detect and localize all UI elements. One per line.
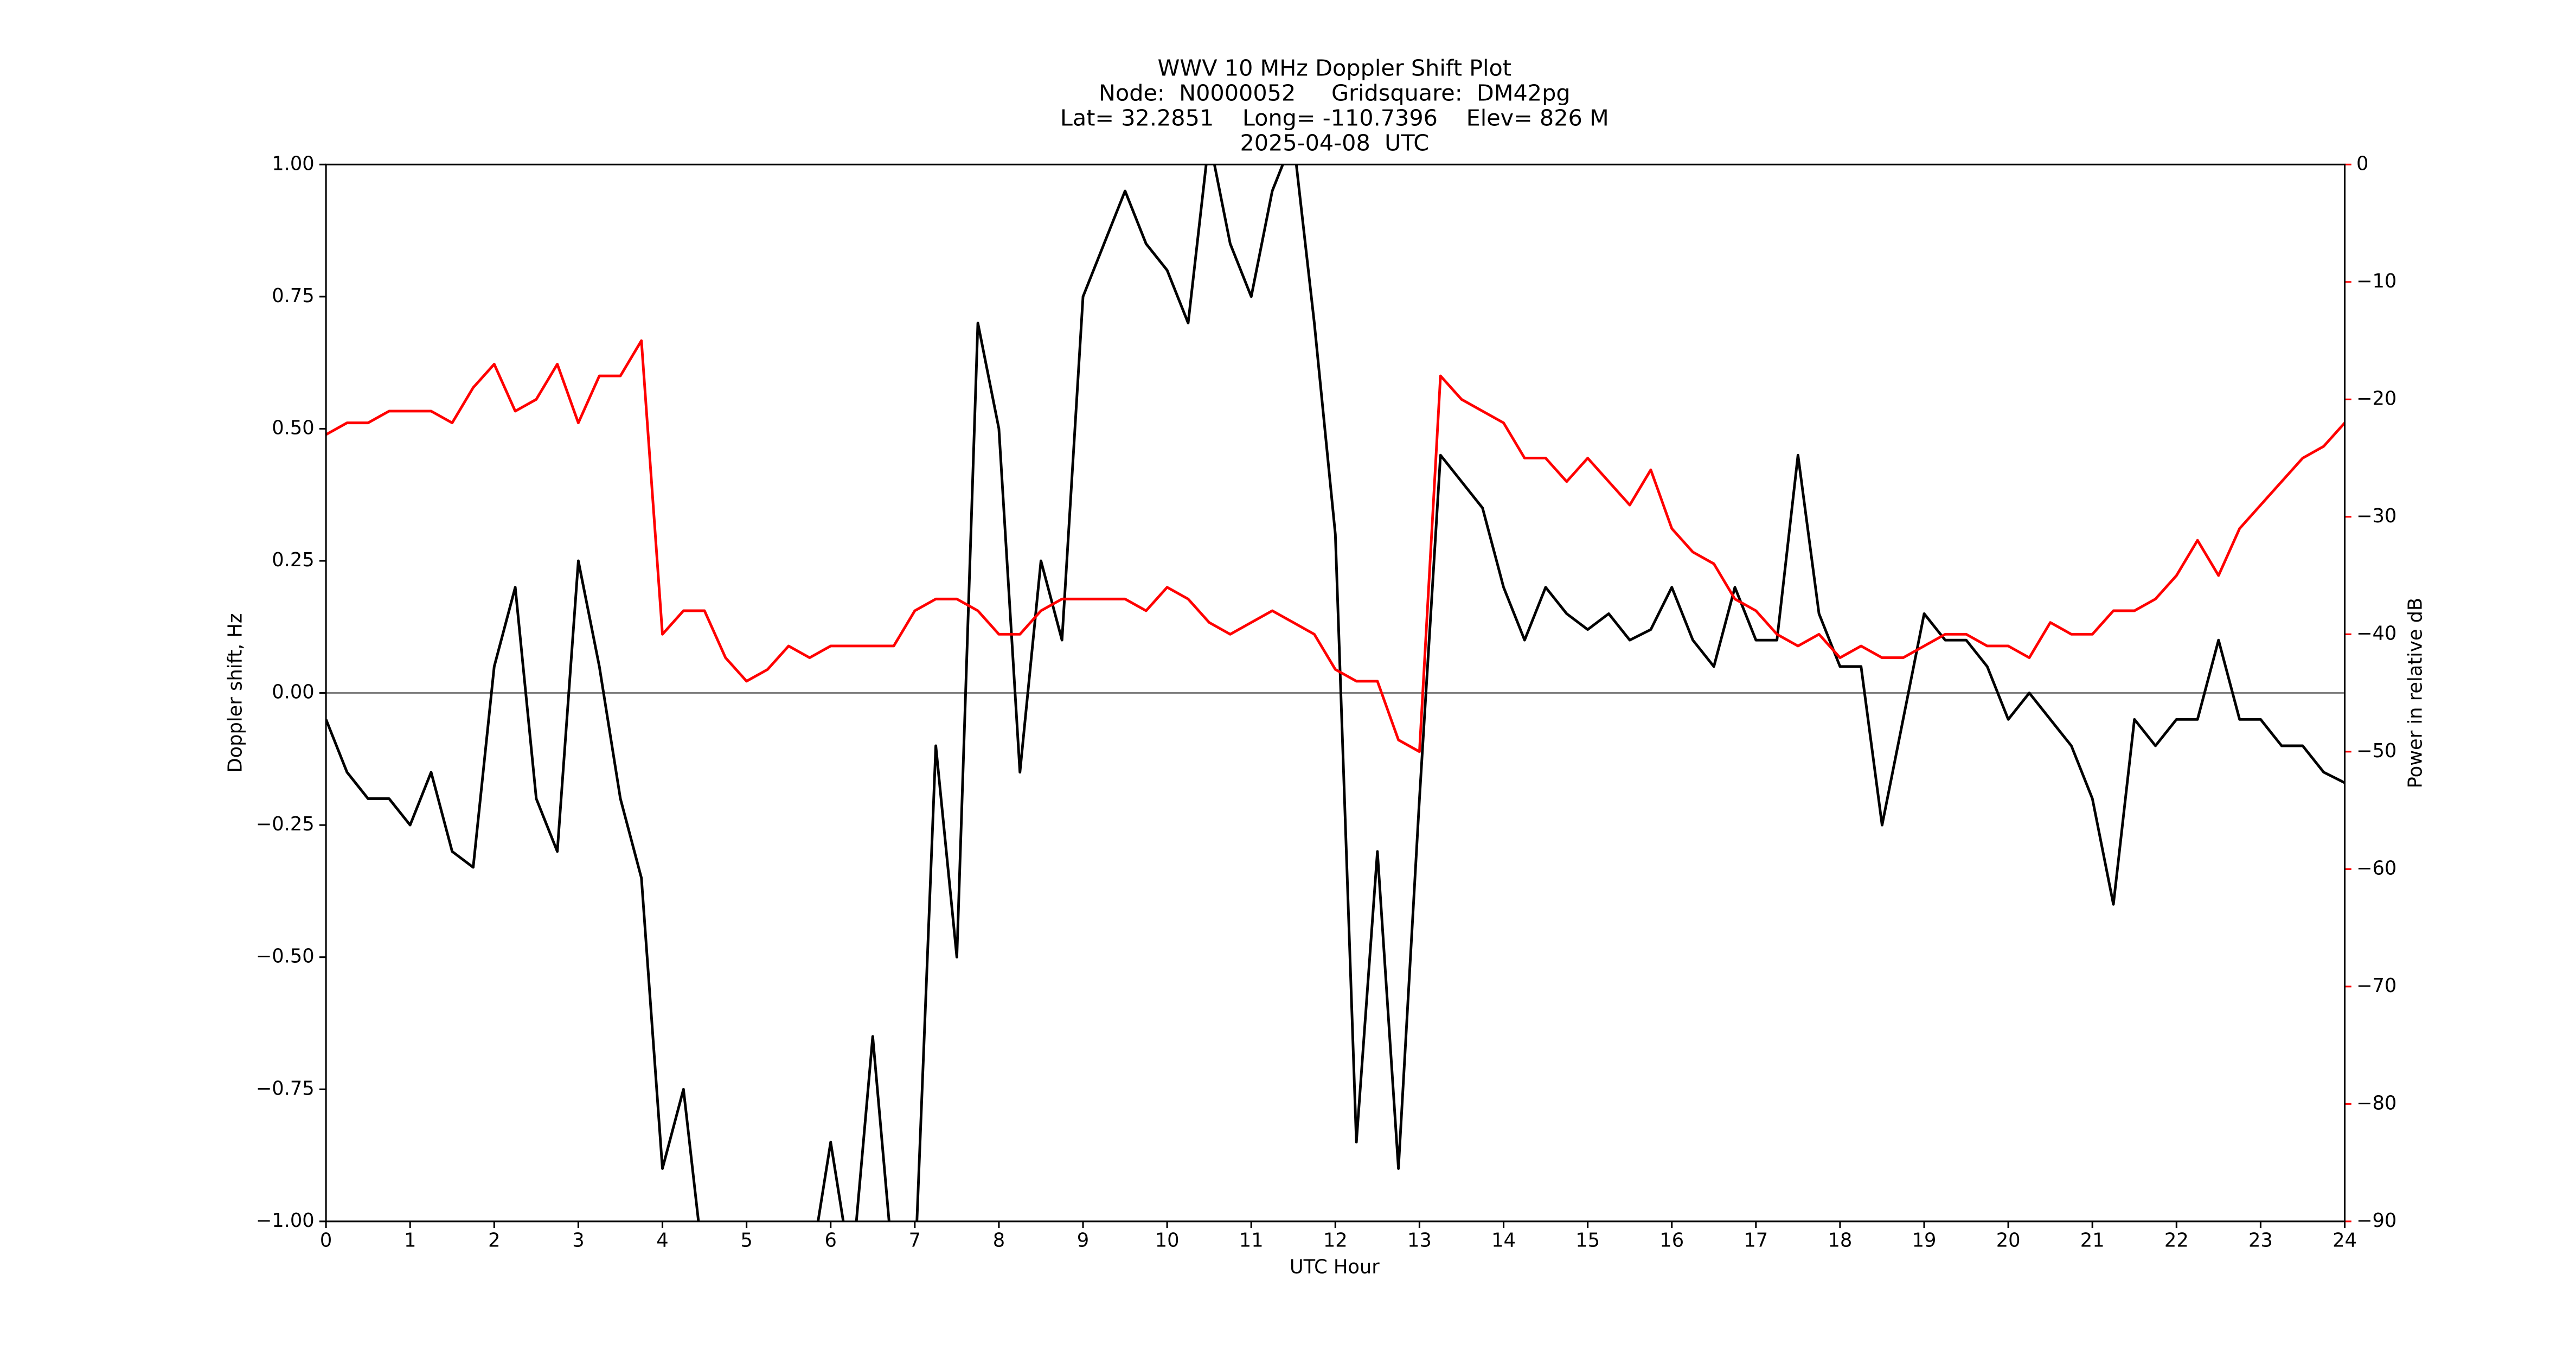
x-axis-label: UTC Hour [1290,1256,1380,1278]
x-tick-label: 7 [909,1230,921,1252]
y2-tick-label: −30 [2356,505,2396,527]
x-tick-label: 8 [993,1230,1005,1252]
y2-tick-label: −50 [2356,740,2396,762]
x-tick-label: 4 [656,1230,668,1252]
y2-tick-label: 0 [2356,152,2368,175]
x-tick-label: 11 [1239,1230,1264,1252]
x-tick-label: 22 [2164,1230,2189,1252]
x-tick-label: 12 [1323,1230,1348,1252]
y-tick-label: 1.00 [272,152,314,175]
x-tick-label: 24 [2333,1230,2357,1252]
x-tick-label: 15 [1575,1230,1600,1252]
y-tick-label: −0.50 [256,945,315,968]
y2-tick-label: −40 [2356,622,2396,644]
x-tick-label: 21 [2080,1230,2105,1252]
chart-subtitle: 2025-04-08 UTC [1240,130,1429,156]
x-tick-label: 10 [1155,1230,1180,1252]
x-tick-label: 13 [1407,1230,1432,1252]
data-line [326,164,2345,1221]
plot-frame [325,163,2346,1223]
y-tick-label: 0.75 [272,285,314,307]
y-tick-label: 0.25 [272,549,314,571]
y2-tick-label: −70 [2356,975,2396,997]
x-tick-label: 18 [1828,1230,1853,1252]
y2-tick-label: −20 [2356,387,2396,410]
y-tick-label: −0.25 [256,813,315,835]
y-tick-label: −0.75 [256,1077,315,1099]
x-tick-label: 14 [1491,1230,1516,1252]
chart-title: WWV 10 MHz Doppler Shift Plot [1158,55,1512,81]
y-tick-label: 0.00 [272,681,314,703]
x-tick-label: 2 [488,1230,500,1252]
x-tick-label: 17 [1744,1230,1768,1252]
x-tick-label: 19 [1912,1230,1937,1252]
x-tick-label: 0 [320,1230,332,1252]
y-axis-label: Doppler shift, Hz [225,613,247,773]
x-tick-label: 16 [1659,1230,1684,1252]
y2-tick-label: −60 [2356,857,2396,879]
y2-tick-label: −80 [2356,1092,2396,1114]
data-line [326,339,2345,753]
x-tick-label: 20 [1996,1230,2021,1252]
y-tick-label: 0.50 [272,417,314,439]
chart-subtitle: Node: N0000052 Gridsquare: DM42pg [1099,80,1571,106]
y2-tick-label: −90 [2356,1210,2396,1232]
x-tick-label: 6 [824,1230,836,1252]
x-tick-label: 3 [572,1230,584,1252]
y2-axis-label: Power in relative dB [2404,598,2426,789]
x-tick-label: 5 [740,1230,752,1252]
y2-tick-label: −10 [2356,270,2396,292]
x-tick-label: 9 [1077,1230,1089,1252]
x-tick-label: 1 [404,1230,416,1252]
y-tick-label: −1.00 [256,1210,315,1232]
x-tick-label: 23 [2248,1230,2273,1252]
chart-subtitle: Lat= 32.2851 Long= -110.7396 Elev= 826 M [1060,105,1609,131]
